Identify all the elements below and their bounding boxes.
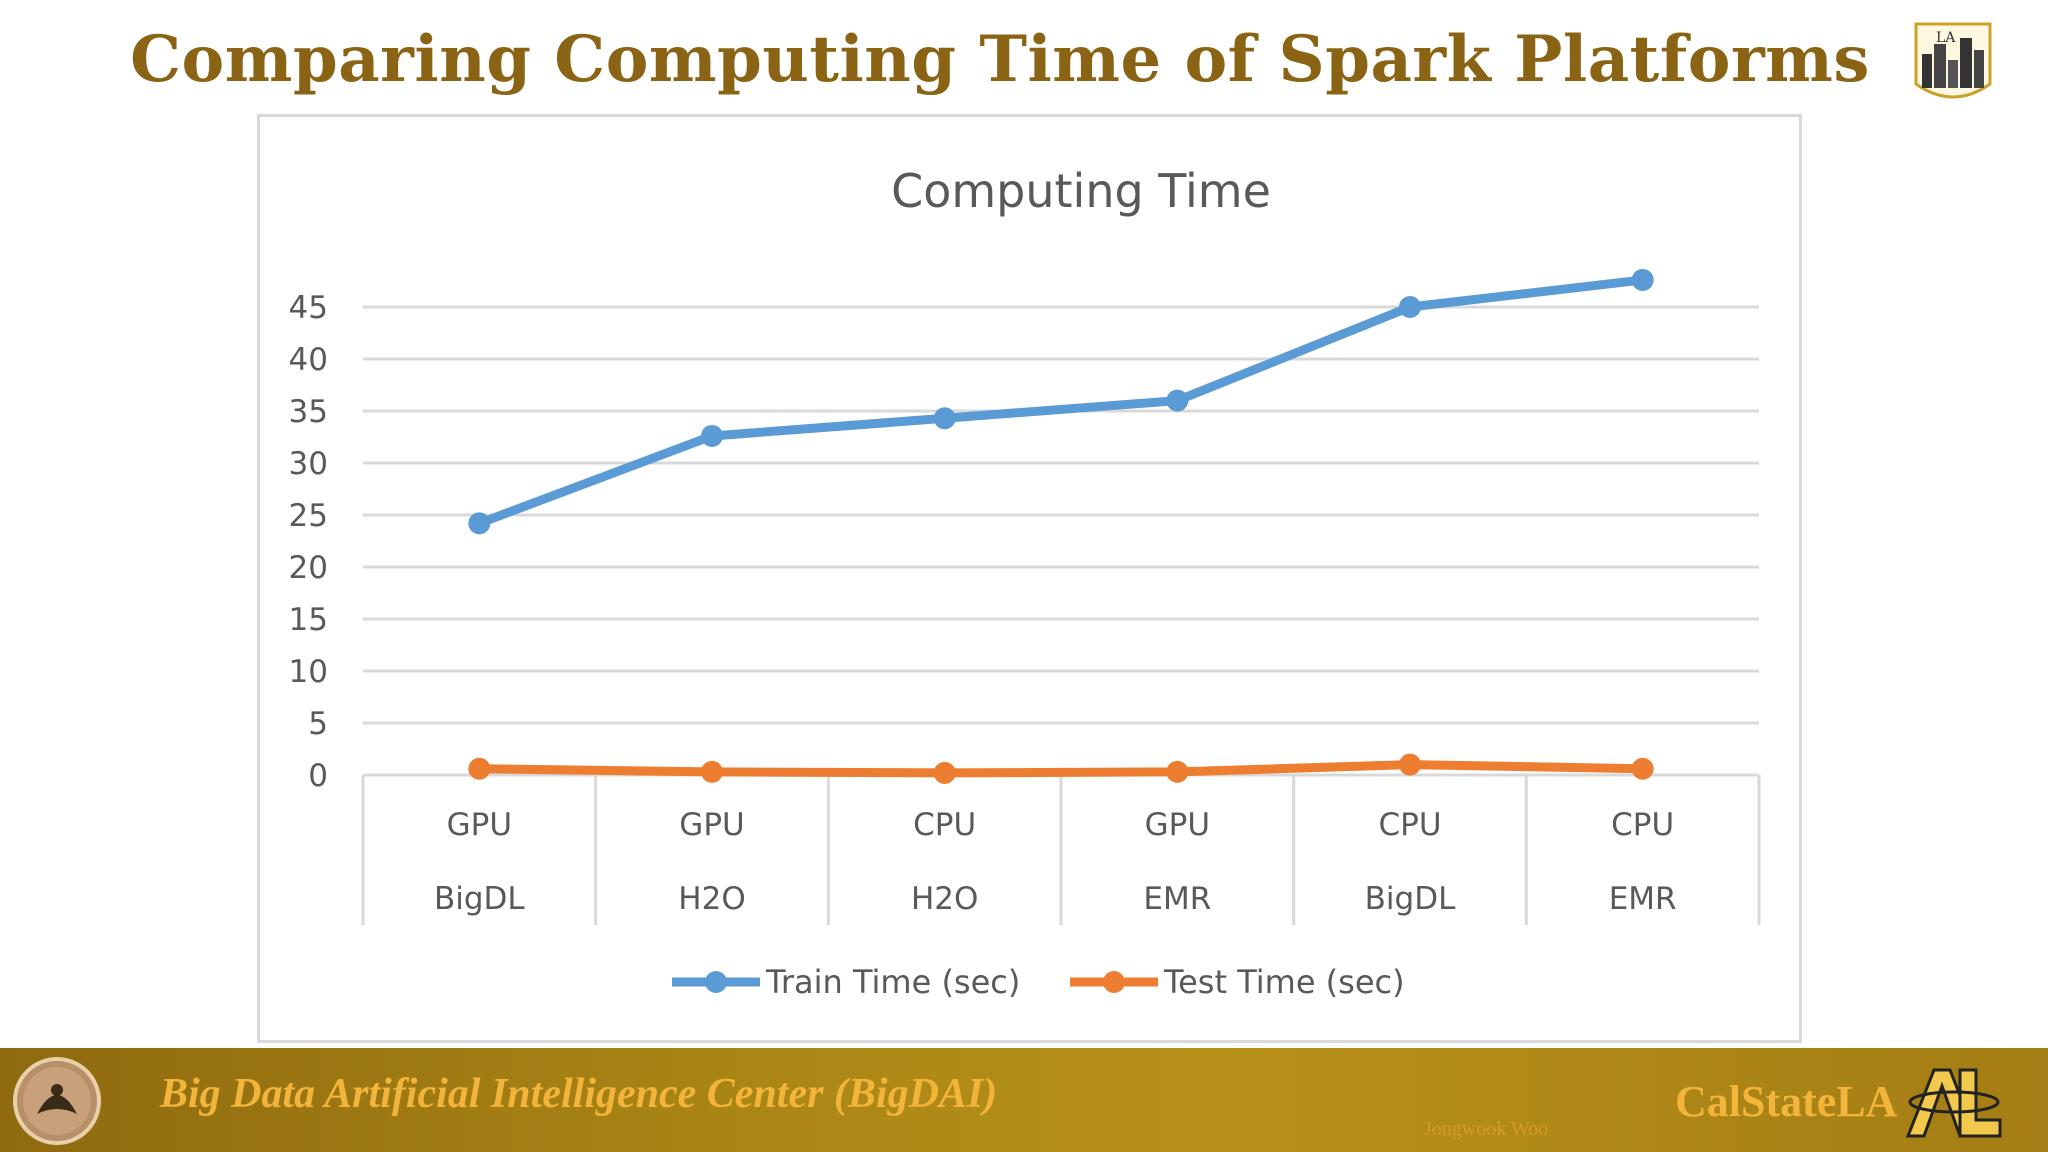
x-tick-label-bottom: EMR <box>1609 881 1677 917</box>
y-tick-label: 5 <box>308 706 328 742</box>
y-tick-label: 30 <box>289 446 328 482</box>
y-tick-label: 10 <box>289 654 328 690</box>
footer-bar: Big Data Artificial Intelligence Center … <box>0 1048 2048 1152</box>
data-point <box>933 407 956 430</box>
legend-label: Train Time (sec) <box>765 963 1020 1001</box>
cal-state-la-mark-icon <box>1905 1068 2002 1138</box>
x-tick-label-top: CPU <box>913 807 976 843</box>
footer-author: Jongwook Woo <box>1424 1118 1549 1140</box>
data-point <box>701 424 723 447</box>
data-point <box>1399 753 1421 776</box>
x-tick-label-bottom: BigDL <box>434 881 525 917</box>
x-tick-label-bottom: H2O <box>911 881 978 917</box>
y-tick-label: 45 <box>289 290 328 326</box>
logo-text: LA <box>1936 30 1956 46</box>
data-point <box>1166 389 1189 412</box>
legend-swatch-marker <box>705 971 727 993</box>
chart-title: Computing Time <box>891 164 1271 218</box>
line-chart: Computing Time 0 5 10 15 20 25 30 35 40 45 GPU BigDL… <box>289 164 1761 1001</box>
data-point <box>933 761 956 784</box>
series-line <box>474 760 1648 778</box>
y-tick-label: 40 <box>289 342 328 378</box>
bigdai-seal-icon <box>13 1057 101 1145</box>
data-point <box>1631 757 1654 780</box>
legend-swatch-marker <box>1103 971 1125 993</box>
x-tick-label-top: GPU <box>679 807 744 843</box>
x-tick-label-top: CPU <box>1378 807 1441 843</box>
footer-brand: CalStateLA <box>1675 1077 1898 1126</box>
x-tick-label-bottom: H2O <box>678 881 745 917</box>
data-point <box>1399 296 1421 318</box>
chart-frame: Computing Time 0 5 10 15 20 25 30 35 40 45 GPU BigDL… <box>257 114 1802 1043</box>
x-tick-label-top: GPU <box>1145 807 1210 843</box>
y-tick-label: 35 <box>289 394 328 430</box>
footer-center-name: Big Data Artificial Intelligence Center … <box>160 1071 998 1117</box>
series-line <box>474 275 1648 528</box>
x-tick-label-bottom: BigDL <box>1365 881 1456 917</box>
y-tick-label: 15 <box>289 602 328 638</box>
data-point <box>468 757 491 780</box>
x-tick-label-bottom: EMR <box>1143 881 1211 917</box>
data-point <box>1166 760 1189 783</box>
data-point <box>701 760 723 783</box>
slide-title: Comparing Computing Time of Spark Platfo… <box>130 22 1870 97</box>
data-point <box>1631 268 1654 291</box>
y-tick-label: 25 <box>289 498 328 534</box>
x-tick-label-top: CPU <box>1611 807 1674 843</box>
y-tick-label: 0 <box>308 758 328 794</box>
calstatela-logo-icon: LA <box>1914 22 1992 99</box>
legend-label: Test Time (sec) <box>1163 963 1405 1001</box>
y-tick-label: 20 <box>289 550 328 586</box>
data-point <box>468 512 491 535</box>
x-tick-label-top: GPU <box>447 807 512 843</box>
